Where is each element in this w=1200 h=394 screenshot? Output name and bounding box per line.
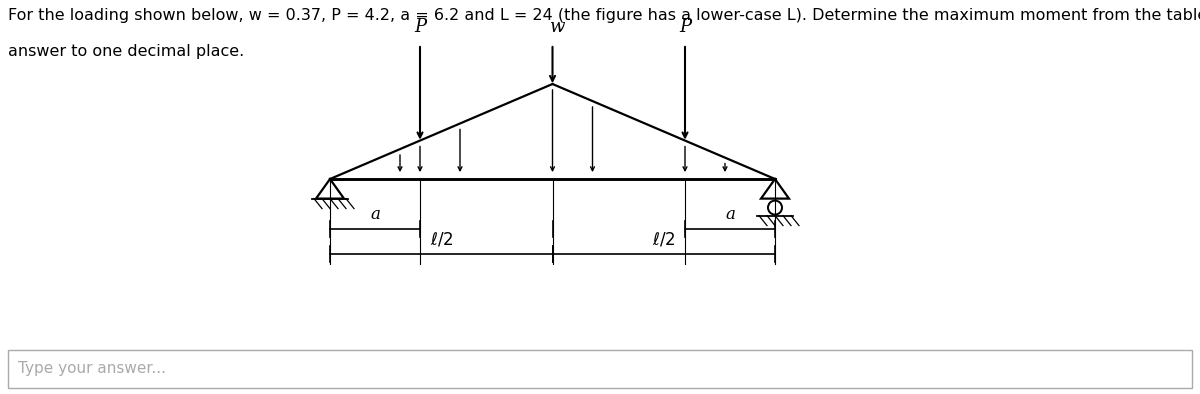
Text: w: w: [550, 18, 565, 36]
Bar: [8, 350, 1192, 388]
Text: a: a: [725, 206, 734, 223]
Text: $\ell/2$: $\ell/2$: [653, 230, 676, 248]
Text: a: a: [370, 206, 380, 223]
Text: answer to one decimal place.: answer to one decimal place.: [8, 44, 245, 59]
Text: P: P: [679, 18, 691, 36]
Text: For the loading shown below, w = 0.37, P = 4.2, a = 6.2 and L = 24 (the figure h: For the loading shown below, w = 0.37, P…: [8, 8, 1200, 23]
Text: $\ell/2$: $\ell/2$: [430, 230, 452, 248]
Text: Type your answer...: Type your answer...: [18, 362, 166, 377]
Text: P: P: [414, 18, 426, 36]
